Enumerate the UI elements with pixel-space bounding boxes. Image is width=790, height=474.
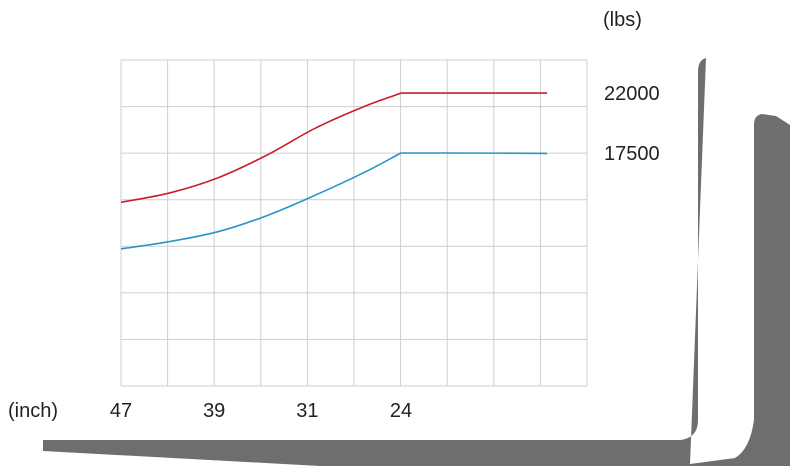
x-tick-label: 24 bbox=[390, 400, 412, 422]
labels: (lbs) (inch) 47 39 31 24 22000 17500 bbox=[8, 9, 660, 422]
grid bbox=[120, 59, 588, 387]
x-tick-label: 47 bbox=[110, 400, 132, 422]
x-axis-label: (inch) bbox=[8, 400, 58, 422]
series-line-1 bbox=[120, 92, 548, 204]
fork-silhouette-icon bbox=[43, 58, 790, 466]
x-tick-label: 31 bbox=[296, 400, 318, 422]
y-tick-label: 17500 bbox=[604, 143, 660, 165]
series-layer bbox=[120, 92, 548, 250]
y-tick-label: 22000 bbox=[604, 83, 660, 105]
series-line-2 bbox=[120, 152, 548, 250]
y-axis-label: (lbs) bbox=[603, 9, 642, 31]
x-tick-label: 39 bbox=[203, 400, 225, 422]
